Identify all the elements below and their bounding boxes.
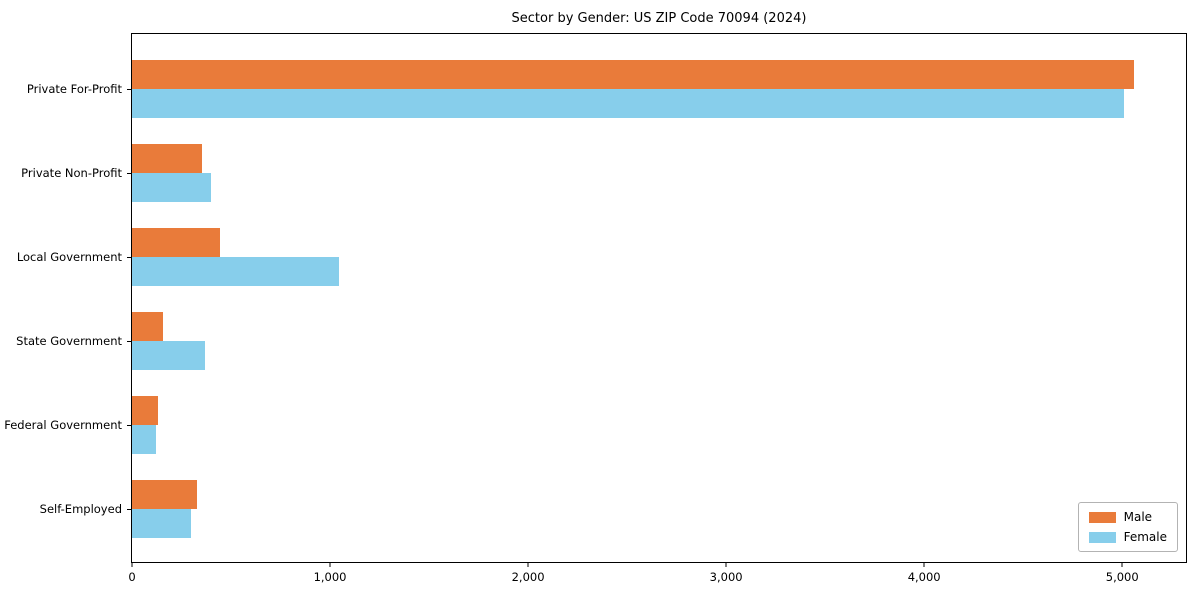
y-axis-label-local-government: Local Government [16,249,122,264]
x-axis-tick [1121,562,1123,567]
y-axis-label-federal-government: Federal Government [4,417,122,432]
chart-title: Sector by Gender: US ZIP Code 70094 (202… [511,11,807,26]
legend-label-female: Female [1123,530,1167,544]
x-axis-tick-label: 3,000 [709,570,743,584]
plot-area: Male Female Private For-Profit Private Non… [4,33,1187,584]
bar-male-federal-government [132,395,158,425]
x-axis-tick-label: 1,000 [313,570,347,584]
bar-male-private-for-profit [132,59,1135,89]
y-axis-tick [127,340,132,342]
y-axis-tick [127,172,132,174]
y-axis-tick [127,88,132,90]
legend-entry-male: Male [1088,510,1167,524]
legend-entry-female: Female [1088,530,1167,544]
y-axis-label-state-government: State Government [16,333,122,348]
x-axis-tick [329,562,331,567]
bar-female-self-employed [132,508,192,538]
bar-female-federal-government [132,424,156,454]
bar-female-private-for-profit [132,88,1125,118]
y-axis-label-private-non-profit: Private Non-Profit [21,165,122,180]
legend-swatch-female [1088,531,1116,543]
bar-female-private-non-profit [132,172,212,202]
bar-male-private-non-profit [132,143,203,173]
y-axis-tick [127,508,132,510]
x-axis-tick-label: 0 [128,570,136,584]
bar-female-state-government [132,340,206,370]
x-axis-tick [725,562,727,567]
y-axis-label-self-employed: Self-Employed [39,501,122,516]
x-axis-tick-label: 5,000 [1105,570,1139,584]
x-axis-tick [923,562,925,567]
x-axis-tick [131,562,133,567]
bar-female-local-government [132,256,339,286]
y-axis-tick [127,256,132,258]
legend-swatch-male [1088,511,1116,523]
bar-male-local-government [132,227,221,257]
legend-label-male: Male [1123,510,1153,524]
x-axis-tick [527,562,529,567]
x-axis-tick-label: 4,000 [907,570,941,584]
bar-male-state-government [132,311,163,341]
legend: Male Female [1077,502,1178,552]
x-axis-tick-label: 2,000 [511,570,545,584]
y-axis-label-private-for-profit: Private For-Profit [26,81,122,96]
y-axis-tick [127,424,132,426]
bar-male-self-employed [132,479,198,509]
